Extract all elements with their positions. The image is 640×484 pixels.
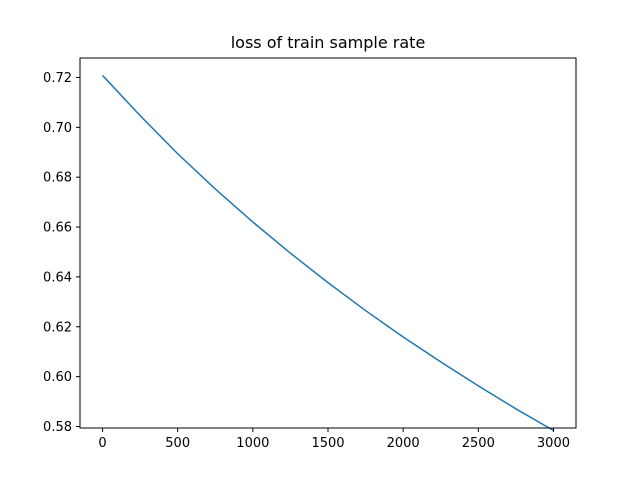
- x-tick-label: 2000: [387, 436, 420, 451]
- y-tick-label: 0.66: [43, 221, 72, 236]
- series-line-0: [102, 74, 554, 432]
- x-tick-label: 0: [98, 436, 106, 451]
- x-tick-label: 2500: [462, 436, 495, 451]
- y-tick-label: 0.64: [43, 270, 72, 285]
- x-tick-label: 1000: [236, 436, 269, 451]
- y-tick-label: 0.70: [43, 121, 72, 136]
- x-tick-label: 1500: [311, 436, 344, 451]
- x-tick-label: 3000: [537, 436, 570, 451]
- axes-frame: [79, 57, 577, 429]
- y-tick-label: 0.68: [43, 171, 72, 186]
- chart-title: loss of train sample rate: [231, 33, 426, 52]
- x-tick-label: 500: [165, 436, 190, 451]
- y-tick-label: 0.58: [43, 420, 72, 435]
- y-tick-label: 0.60: [43, 370, 72, 385]
- plot-area: 0 500 1000 1500 2000 2500 3000 0.58 0.60 0.62 0.64…: [43, 57, 577, 451]
- y-tick-label: 0.72: [43, 71, 72, 86]
- y-tick-label: 0.62: [43, 320, 72, 335]
